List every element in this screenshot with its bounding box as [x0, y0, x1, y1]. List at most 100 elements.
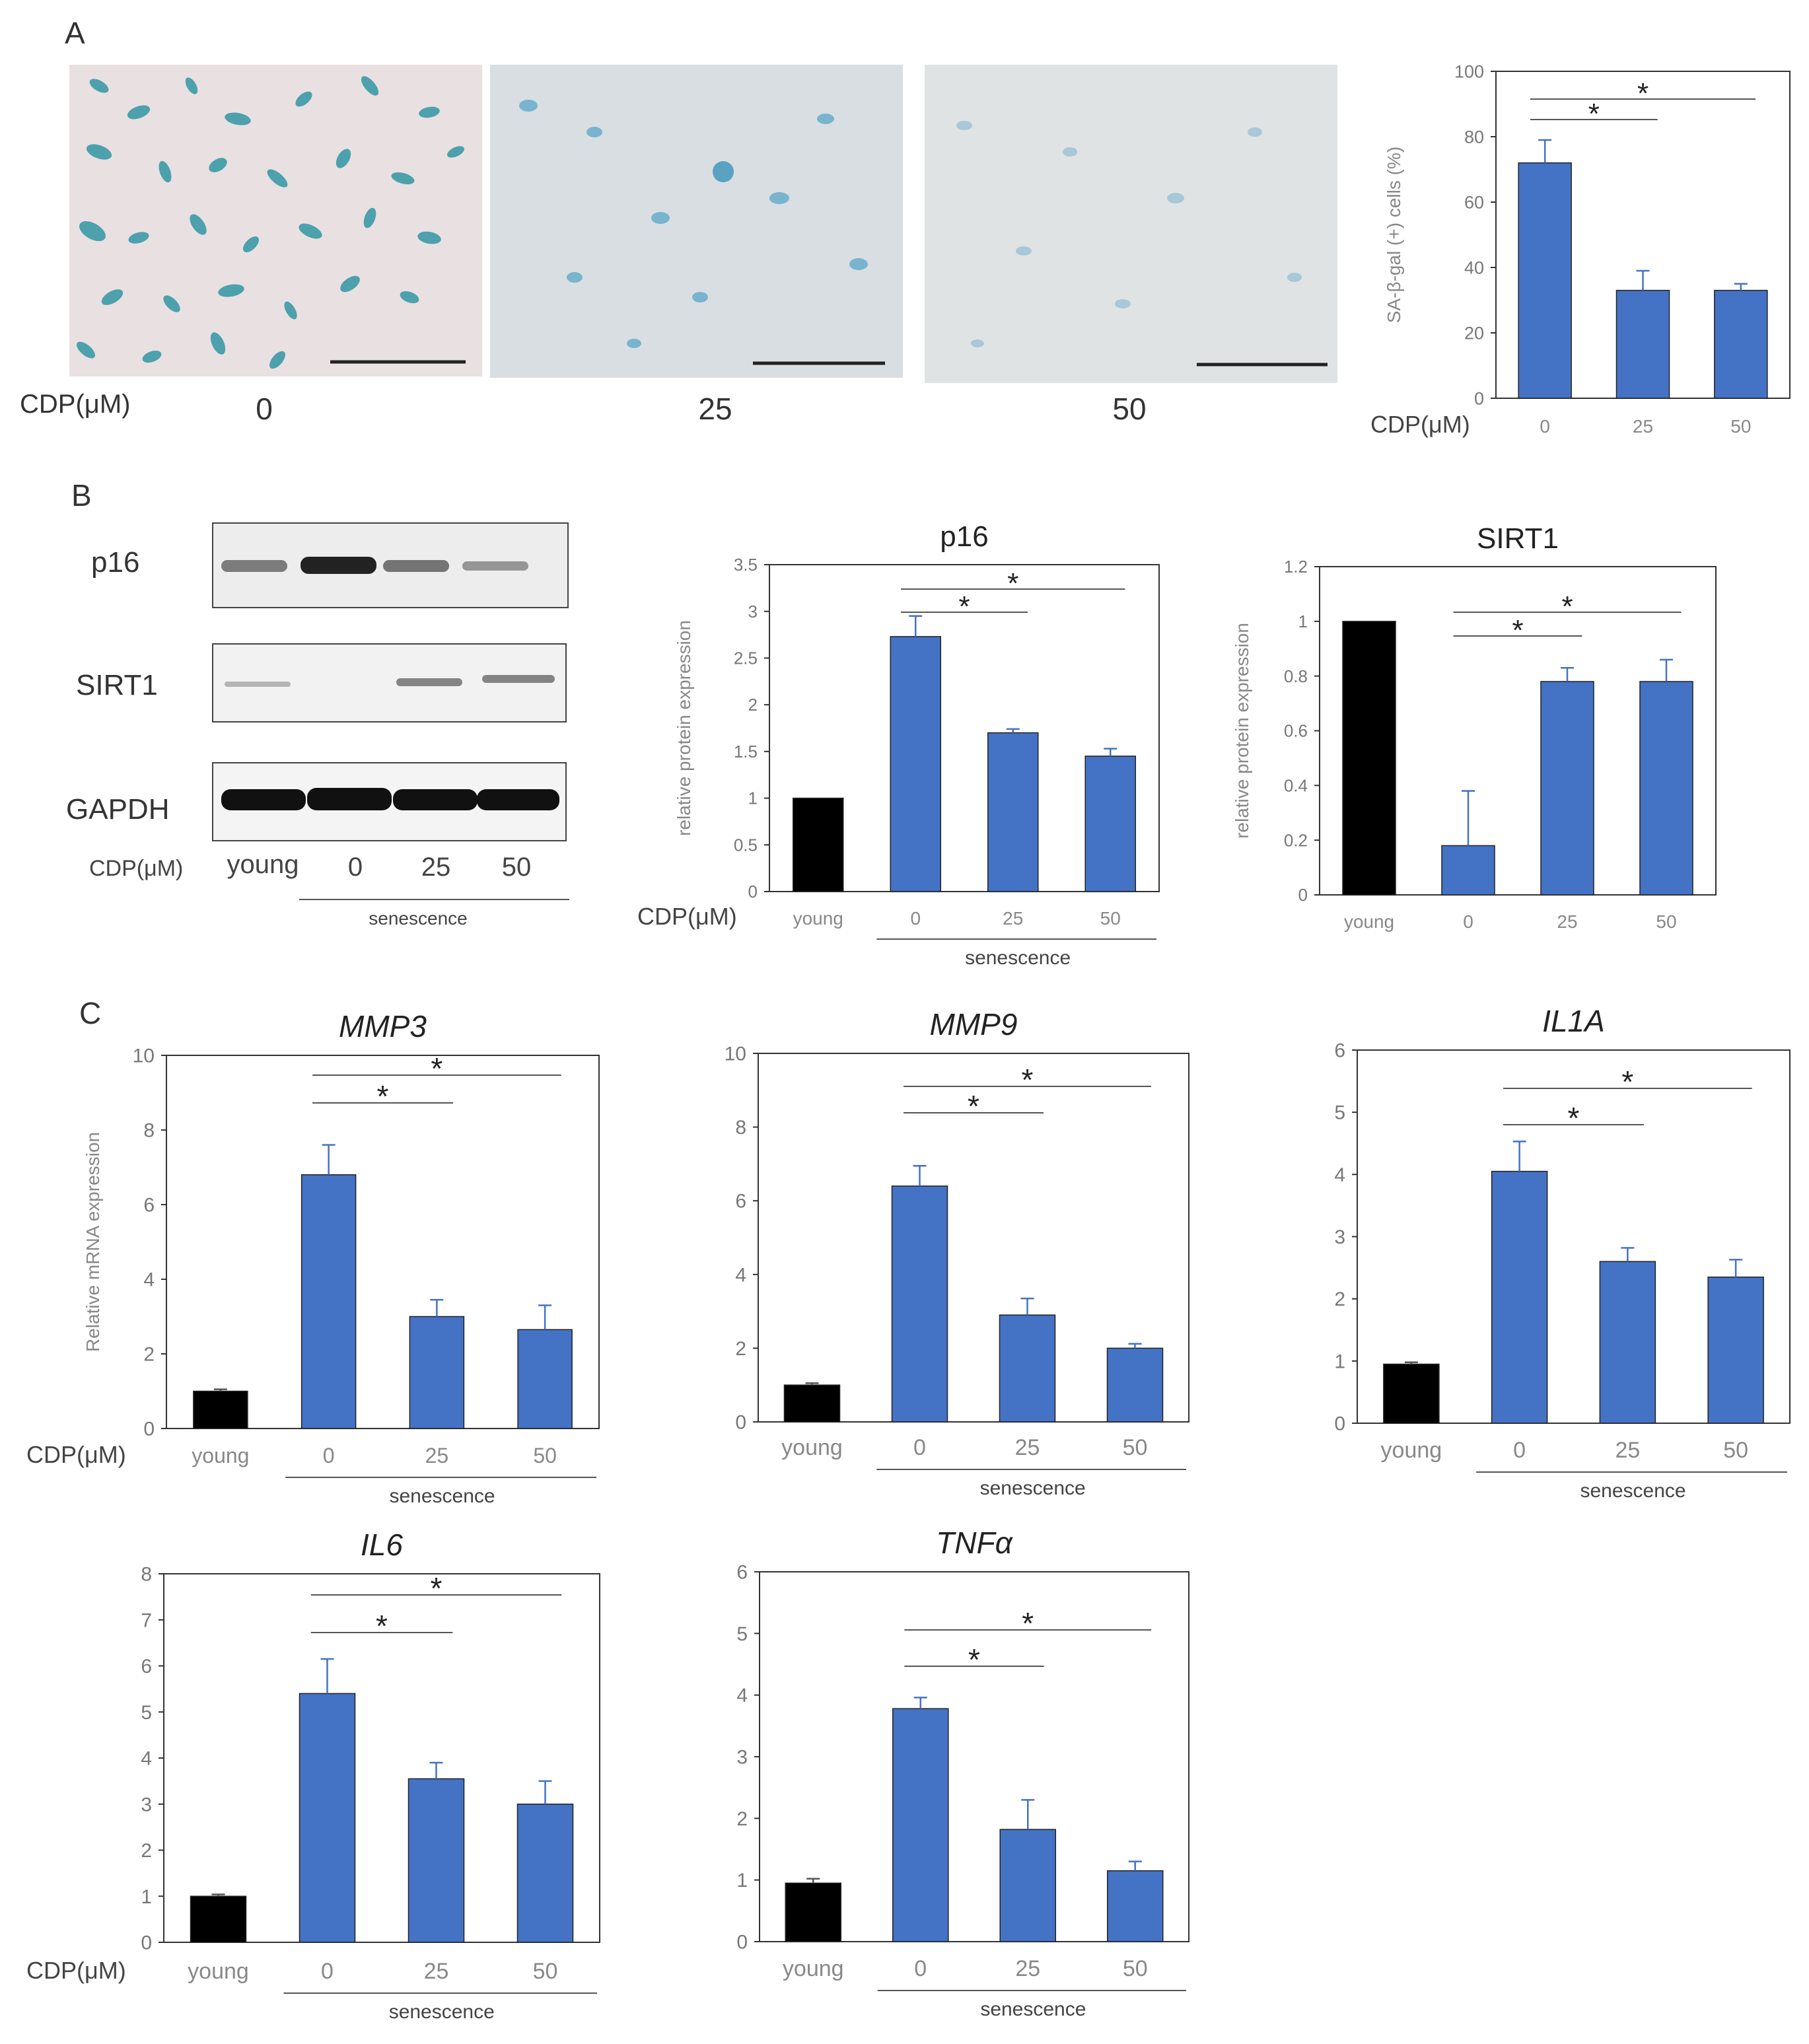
y-tick-label: 4: [143, 1269, 155, 1291]
x-axis-title: CDP(μM): [26, 1957, 126, 1984]
x-tick-label: young: [1344, 911, 1394, 932]
y-tick-label: 0: [735, 1412, 746, 1434]
x-tick-label: 50: [1100, 908, 1121, 929]
y-tick-label: 6: [1334, 1040, 1345, 1062]
x-tick-label: 0: [1540, 416, 1550, 437]
significance-star: *: [1568, 1101, 1580, 1135]
y-tick-label: 1.5: [734, 742, 758, 761]
x-axis-title: CDP(μM): [637, 903, 737, 930]
blot-sirt1: [212, 643, 567, 722]
x-tick-label: 50: [1656, 911, 1676, 932]
micrograph-50: [925, 65, 1337, 383]
x-tick-label: 0: [914, 1956, 927, 1981]
y-tick-label: 10: [133, 1045, 155, 1067]
bar-young: [1383, 1363, 1440, 1424]
y-tick-label: 2: [143, 1344, 155, 1366]
significance-star: *: [1512, 614, 1523, 647]
x-tick-label: 0: [321, 1959, 334, 1984]
significance-star: *: [1022, 1606, 1034, 1640]
bar-50: [1714, 289, 1768, 399]
y-tick-label: 0.8: [1284, 666, 1308, 686]
x-axis-title: CDP(μM): [1370, 411, 1470, 438]
y-axis-label: SA-β-gal (+) cells (%): [1384, 147, 1404, 323]
bar-young: [785, 1882, 841, 1942]
bar-young: [190, 1895, 247, 1943]
x-tick-label: young: [793, 908, 843, 929]
bar-25: [987, 732, 1039, 892]
panel-a-axis-title: CDP(μM): [20, 390, 130, 419]
panel-label-c: C: [79, 996, 101, 1030]
bar-50: [1084, 756, 1136, 892]
blot-group-label: senescence: [369, 908, 467, 929]
y-tick-label: 0.2: [1284, 830, 1308, 850]
y-tick-label: 1: [141, 1886, 152, 1908]
y-tick-label: 1: [1298, 612, 1308, 631]
x-tick-label: 25: [424, 1959, 449, 1984]
y-tick-label: 10: [725, 1043, 746, 1065]
panel-label-a: A: [65, 16, 85, 50]
y-tick-label: 2: [735, 1338, 746, 1360]
bar-0: [891, 1185, 948, 1423]
group-label: senescence: [389, 2001, 495, 2023]
y-tick-label: 0.6: [1284, 721, 1308, 741]
chart-il1a: IL1A 0 1 2 3 4 5 6 young 0 25 50 senescence * *: [1334, 1004, 1791, 1502]
x-tick-label: 0: [913, 1435, 926, 1460]
y-tick-label: 4: [1334, 1164, 1345, 1186]
panel-a-label-0: 0: [256, 392, 273, 426]
panel-label-b: B: [71, 478, 92, 512]
blot-p16: [212, 522, 569, 608]
significance-star: *: [1637, 77, 1649, 110]
x-tick-label: 50: [533, 1959, 558, 1984]
y-tick-label: 8: [735, 1117, 746, 1139]
x-tick-label: 50: [533, 1444, 557, 1467]
bar-young: [793, 797, 844, 892]
x-tick-label: 25: [1015, 1435, 1040, 1460]
y-tick-label: 5: [736, 1623, 748, 1645]
x-tick-label: young: [783, 1956, 844, 1981]
y-tick-label: 5: [141, 1702, 152, 1724]
y-tick-label: 1: [1334, 1351, 1345, 1372]
blot-lane-axis-title: CDP(μM): [89, 856, 183, 881]
bar-young: [783, 1384, 841, 1423]
y-tick-label: 5: [1334, 1102, 1345, 1124]
plot-frame: [166, 1055, 600, 1429]
y-tick-label: 4: [141, 1748, 152, 1770]
y-tick-label: 8: [143, 1120, 155, 1142]
x-tick-label: 0: [1463, 911, 1473, 932]
y-tick-label: 3: [736, 1747, 748, 1769]
y-tick-label: 3: [748, 602, 758, 621]
bar-0: [890, 636, 941, 892]
significance-star: *: [1022, 1063, 1034, 1097]
y-tick-label: 6: [143, 1195, 155, 1216]
blot-lane-50: 50: [502, 853, 532, 882]
x-tick-label: young: [1381, 1438, 1442, 1463]
blot-gapdh: [212, 762, 567, 841]
y-tick-label: 1: [748, 789, 758, 808]
significance-star: *: [968, 1089, 979, 1123]
blot-label-gapdh: GAPDH: [66, 793, 169, 826]
y-tick-label: 8: [141, 1564, 152, 1586]
bar-0: [1518, 162, 1572, 399]
y-tick-label: 40: [1464, 258, 1484, 277]
y-tick-label: 20: [1464, 323, 1484, 343]
x-tick-label: 50: [1723, 1438, 1748, 1463]
y-tick-label: 80: [1464, 127, 1484, 147]
bar-young: [1342, 621, 1396, 896]
bar-25: [409, 1316, 465, 1429]
y-axis-label: relative protein expression: [1232, 623, 1252, 839]
chart-sirt1: SIRT1 0 0.2 0.4 0.6 0.8 1 1.2 relative protein e…: [1232, 522, 1717, 932]
y-tick-label: 6: [735, 1191, 746, 1213]
group-label: senescence: [980, 1477, 1086, 1499]
x-tick-label: 50: [1123, 1435, 1148, 1460]
y-tick-label: 0: [736, 1932, 748, 1954]
x-tick-label: 50: [1730, 416, 1751, 437]
y-tick-label: 0: [1334, 1413, 1345, 1435]
significance-star: *: [958, 590, 970, 623]
chart-title: MMP9: [930, 1007, 1018, 1041]
y-tick-label: 1: [736, 1870, 748, 1891]
group-label: senescence: [390, 1485, 495, 1507]
significance-star: *: [431, 1571, 443, 1605]
bar-25: [999, 1314, 1056, 1423]
x-tick-label: young: [192, 1444, 249, 1467]
